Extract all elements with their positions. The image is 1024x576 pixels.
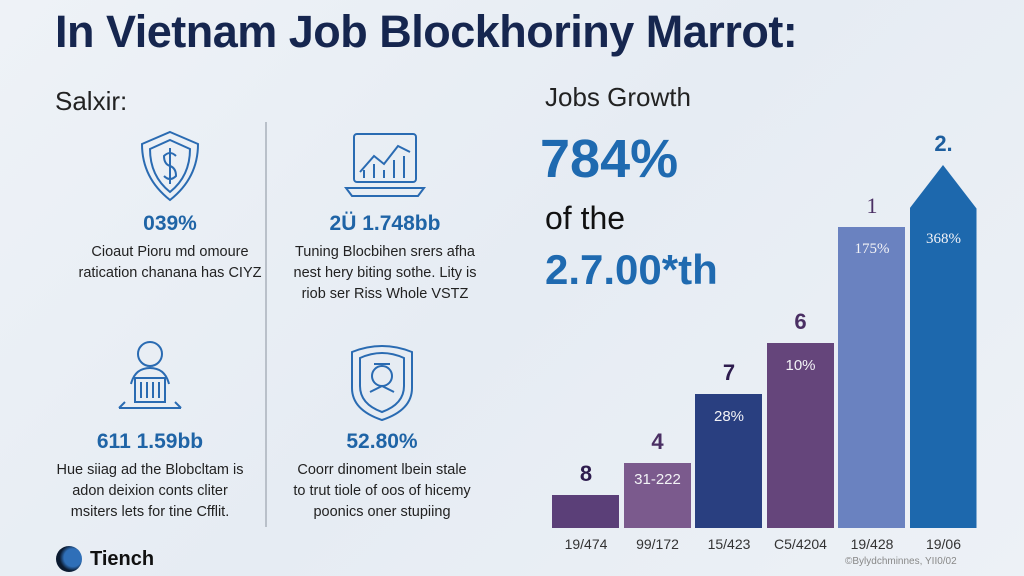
- stat-value: 52.80%: [346, 430, 418, 453]
- bar: [838, 226, 905, 528]
- stat-card: 611 1.59bb Hue siiag ad the Blobcltam is…: [30, 334, 270, 523]
- badge-emblem-icon: [351, 345, 413, 422]
- laptop-chart-icon: [344, 133, 426, 197]
- stat-desc: Tuning Blocbihen srers afha nest hery bit…: [293, 244, 477, 302]
- stat-desc: Hue siiag ad the Blobcltam is adon deixio…: [56, 462, 244, 520]
- headline-value: 784%: [540, 129, 679, 189]
- bar-value-label: 31-222: [634, 470, 681, 488]
- x-tick-label: 19/474: [564, 536, 608, 552]
- x-tick-label: 99/172: [636, 536, 679, 552]
- logo-icon: [56, 546, 82, 572]
- bar-top-label: 4: [651, 428, 664, 454]
- bar: [552, 495, 619, 528]
- shield-dollar-icon: [140, 130, 200, 202]
- stat-card: 52.80% Coorr dinoment lbein stale to trut…: [262, 340, 502, 523]
- x-tick-label: C5/4204: [774, 536, 827, 552]
- headline-value-2: 2.7.00*th: [545, 246, 718, 293]
- source-note: ©Bylydchminnes, YII0/02: [845, 556, 957, 567]
- bar: [766, 342, 834, 528]
- bar-top-label: 7: [722, 359, 736, 385]
- section-heading: Salxir:: [55, 86, 128, 116]
- bar-value-label: 175%: [854, 240, 890, 257]
- bar-top-label: 1: [866, 192, 878, 218]
- bar-value-label: 10%: [785, 356, 816, 374]
- stat-value: 2Ü 1.748bb: [329, 212, 441, 235]
- stat-desc: Coorr dinoment lbein stale to trut tiole …: [293, 462, 471, 520]
- chart-heading: Jobs Growth: [545, 82, 691, 112]
- x-tick-label: 15/423: [707, 536, 751, 552]
- page-title: In Vietnam Job Blockhoriny Marrot:: [55, 6, 798, 57]
- bar: [623, 462, 691, 528]
- bar: [695, 393, 762, 528]
- bar-top-label: 2.: [934, 131, 953, 156]
- logo: Tiench: [56, 546, 154, 572]
- x-tick-label: 19/06: [925, 536, 962, 552]
- bar-top-label: 8: [579, 461, 593, 487]
- bar-top-label: 6: [794, 308, 807, 334]
- bar: [909, 165, 977, 528]
- headline-text: of the: [545, 200, 626, 236]
- x-tick-label: 19/428: [850, 536, 894, 552]
- stat-value: 611 1.59bb: [96, 430, 204, 453]
- bar-value-label: 368%: [926, 231, 961, 247]
- bar-value-label: 28%: [713, 407, 745, 425]
- stat-value: 039%: [143, 212, 197, 235]
- stat-card: 039% Cioaut Pioru md omoure ratication ch…: [50, 126, 290, 284]
- worker-laptop-icon: [118, 341, 182, 409]
- stat-card: 2Ü 1.748bb Tuning Blocbihen srers afha ne…: [265, 126, 505, 305]
- divider: [265, 122, 267, 527]
- stat-desc: Cioaut Pioru md omoure ratication chanana…: [78, 244, 262, 281]
